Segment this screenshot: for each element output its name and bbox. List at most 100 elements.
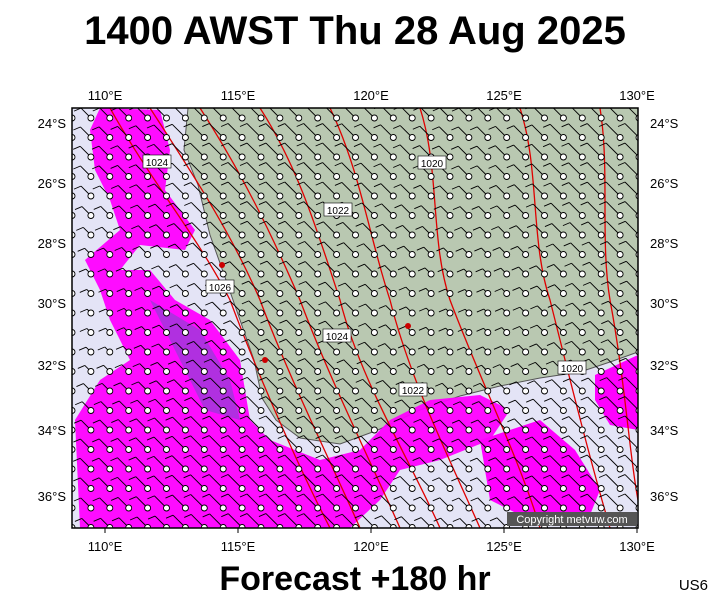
barb-feather [507,418,515,423]
station [578,426,586,434]
barb-feather [77,365,86,369]
barb-feather [110,438,118,442]
barb-feather [598,142,607,147]
barb-feather [334,142,342,147]
station [276,114,284,122]
barb-feather [418,287,427,292]
barb-feather [544,223,553,227]
station [484,387,492,395]
station [597,153,605,161]
station [522,426,530,434]
station [295,426,303,434]
station [333,407,341,414]
station [541,407,548,414]
station [106,251,114,258]
barb-feather [315,396,324,401]
barb-feather [221,104,228,107]
barb-staff [72,156,73,157]
lon-label-top: 120°E [353,88,389,103]
barb-feather [146,143,155,148]
barb-feather [184,514,192,518]
station [144,270,152,278]
barb-feather [128,456,136,461]
barb-feather [296,201,305,206]
station [597,465,605,473]
barb-feather [374,515,382,520]
station [314,446,322,453]
barb-feather [601,320,609,325]
barb-feather [78,346,87,351]
station [389,426,397,434]
barb-feather [202,493,210,498]
station [333,348,341,356]
barb-feather [334,416,343,420]
barb-feather [277,435,286,439]
station [125,251,133,258]
station [427,504,435,512]
station [635,192,638,200]
barb-feather [376,361,385,366]
station [257,426,265,434]
station [106,309,114,317]
barb-feather [148,224,157,229]
station [276,407,284,414]
barb-feather [547,284,555,289]
barb-feather [169,323,177,328]
station [181,231,189,239]
station [87,504,95,512]
station [578,465,586,473]
barb-feather [221,377,229,382]
barb-feather [128,164,137,169]
station [465,173,473,180]
barb-feather [476,327,484,332]
station [257,173,265,180]
station [219,212,227,219]
barb-feather [258,474,267,478]
lat-label-right: 30°S [650,296,679,311]
barb-feather [545,243,554,248]
station [408,368,416,375]
barb-feather [73,497,82,502]
barb-feather [98,288,106,293]
barb-feather [220,162,229,166]
station [465,212,473,219]
station [408,173,416,180]
station [333,251,341,258]
barb-feather [488,438,496,442]
station [503,290,511,297]
station [635,387,638,395]
barb-feather [336,242,344,247]
station [597,231,605,239]
barb-feather [433,517,441,522]
barb-feather [74,518,83,522]
barb-feather [334,123,342,128]
barb-feather [184,222,193,227]
station [200,348,208,356]
station [465,309,473,317]
barb-feather [146,436,155,441]
barb-feather [131,225,139,230]
barb-feather [580,104,587,107]
station [446,212,454,219]
barb-feather [373,475,381,480]
barb-feather [277,454,286,459]
barb-feather [73,185,82,190]
barb-feather [617,435,626,439]
station [597,192,605,200]
station [408,290,416,297]
station [352,426,359,434]
barb-feather [600,339,609,344]
station [408,192,416,200]
station [125,387,133,395]
barb-feather [164,455,173,460]
station [314,153,322,161]
barb-feather [512,287,520,291]
station [163,348,170,356]
barb-feather [205,301,213,306]
station [333,173,341,180]
barb-feather [494,307,503,312]
barb-feather [358,322,366,327]
station [465,426,473,434]
barb-feather [452,518,461,522]
station [352,407,359,414]
